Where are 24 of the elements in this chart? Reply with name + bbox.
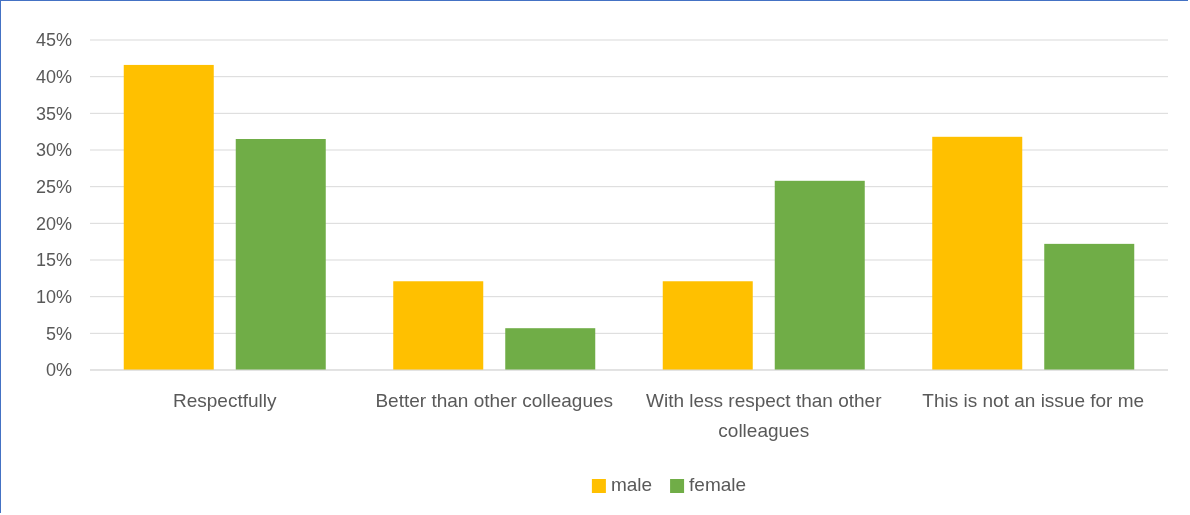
y-tick-label: 40%: [35, 66, 72, 87]
y-tick-label: 25%: [35, 176, 72, 197]
y-tick-label: 10%: [35, 286, 72, 307]
x-tick-label: Respectfully: [173, 390, 277, 411]
x-tick-label: Better than other colleagues: [375, 390, 614, 411]
x-tick-label: This is not an issue for me: [922, 390, 1145, 411]
bar: [235, 139, 326, 370]
y-tick-label: 15%: [35, 250, 72, 271]
bar: [1044, 243, 1135, 370]
y-tick-label: 45%: [35, 30, 72, 51]
y-tick-label: 5%: [45, 323, 72, 344]
y-tick-label: 20%: [35, 213, 72, 234]
bar: [123, 64, 214, 370]
y-tick-label: 0%: [45, 360, 72, 381]
bar: [393, 281, 484, 370]
bar: [662, 281, 753, 370]
bar: [932, 136, 1023, 370]
y-tick-label: 30%: [35, 140, 72, 161]
legend-label: female: [689, 474, 747, 495]
legend-label: male: [610, 474, 653, 495]
bar: [774, 180, 865, 370]
x-tick-label: With less respect than other colleagues: [646, 390, 883, 441]
y-tick-label: 35%: [35, 103, 72, 124]
bar: [505, 328, 596, 370]
